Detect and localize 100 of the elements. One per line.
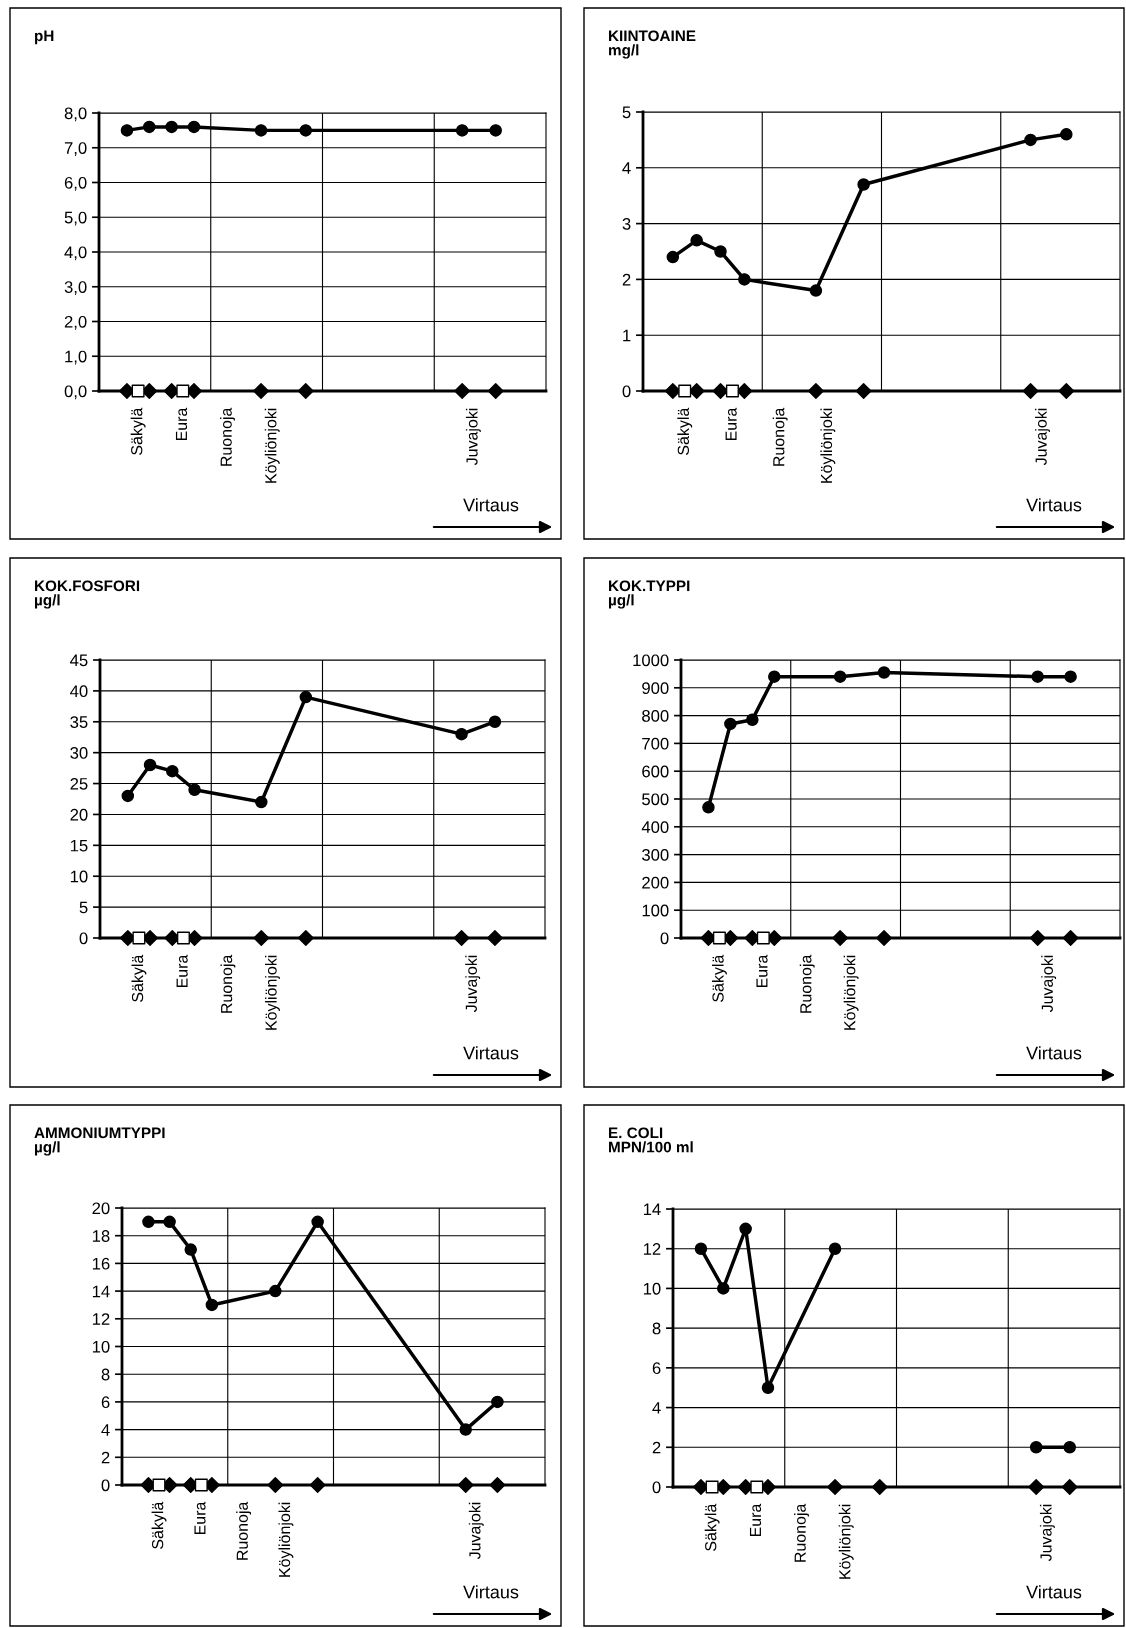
y-tick-label: 40 — [70, 685, 88, 698]
text: Virtaus — [1026, 1585, 1082, 1599]
point — [761, 1381, 775, 1394]
y-tick-label: 2 — [101, 1451, 110, 1464]
y-tick-label: 10 — [92, 1340, 110, 1353]
x-tick-label: Köyliönjoki — [820, 408, 836, 483]
point — [705, 1480, 719, 1494]
text: Virtaus — [1026, 1046, 1082, 1060]
text: Virtaus — [463, 498, 519, 512]
x-tick-label: Säkylä — [131, 954, 147, 1002]
y-tick-label: 3,0 — [64, 281, 87, 295]
point — [121, 789, 135, 803]
x-tick-label: Ruonoja — [794, 1503, 809, 1562]
point — [827, 1479, 844, 1495]
x-tick-label: Juvajoki — [465, 955, 481, 1013]
point — [297, 930, 314, 946]
x-tick-label: Säkylä — [711, 954, 727, 1002]
point — [453, 930, 470, 946]
chart-title: pH — [35, 30, 54, 45]
point — [664, 383, 681, 399]
y-tick-label: 0 — [652, 1481, 661, 1494]
point — [876, 930, 893, 946]
point — [877, 666, 891, 679]
y-tick-label: 18 — [92, 1230, 110, 1242]
x-tick-label: Säkylä — [151, 1501, 167, 1549]
point — [694, 1242, 708, 1255]
point — [269, 1284, 282, 1298]
point — [311, 1215, 324, 1229]
x-tick-label: Eura — [176, 954, 188, 988]
point — [132, 931, 146, 945]
point — [486, 930, 503, 946]
point — [253, 383, 270, 399]
y-tick-label: 14 — [643, 1203, 661, 1216]
y-tick-label: 8 — [101, 1368, 110, 1381]
point — [739, 1222, 752, 1236]
point — [267, 1477, 284, 1493]
x-tick-label: Ruonoja — [772, 407, 788, 466]
y-tick-label: 0 — [622, 385, 631, 398]
point — [1058, 383, 1075, 399]
x-tick-label: Eura — [725, 407, 737, 441]
point — [712, 931, 726, 945]
point — [738, 273, 751, 286]
x-tick-label: Juvajoki — [465, 408, 481, 466]
point — [832, 930, 849, 946]
point — [143, 120, 156, 134]
point — [1062, 930, 1079, 946]
point — [309, 1477, 326, 1493]
point — [1063, 1441, 1076, 1454]
y-tick-label: 400 — [641, 821, 669, 833]
point — [176, 931, 190, 945]
y-tick-label: 10 — [70, 870, 88, 883]
y-tick-label: 20 — [70, 808, 88, 821]
y-tick-label: 100 — [642, 904, 669, 917]
x-tick-label: Säkylä — [704, 1503, 720, 1551]
y-tick-label: 12 — [92, 1313, 110, 1325]
point — [188, 783, 201, 796]
point — [666, 250, 680, 264]
y-tick-label: 300 — [642, 849, 669, 861]
point — [488, 715, 502, 729]
point — [871, 1479, 888, 1495]
point — [714, 245, 727, 258]
point — [255, 795, 268, 809]
y-tick-label: 6 — [652, 1362, 661, 1375]
y-tick-label: 4,0 — [64, 246, 87, 261]
point — [489, 1477, 506, 1493]
point — [1024, 133, 1037, 147]
point — [1064, 670, 1077, 683]
x-tick-label: Säkylä — [677, 407, 693, 455]
x-tick-label: Köyliönjoki — [264, 955, 280, 1030]
point — [166, 764, 179, 778]
point — [809, 284, 823, 297]
x-tick-label: Köyliönjoki — [838, 1504, 854, 1579]
point — [489, 124, 502, 137]
point — [690, 234, 703, 247]
x-tick-label: Juvajoki — [1041, 955, 1057, 1013]
y-tick-label: 30 — [70, 747, 88, 759]
text: Virtaus — [463, 1046, 519, 1060]
point — [1031, 670, 1044, 683]
y-tick-label: 14 — [92, 1285, 110, 1298]
x-tick-label: Säkylä — [130, 407, 146, 455]
y-tick-label: 35 — [70, 716, 88, 728]
point — [454, 383, 471, 399]
x-tick-label: Köyliönjoki — [278, 1502, 294, 1577]
point — [736, 383, 753, 399]
point — [142, 1215, 155, 1229]
point — [163, 1215, 176, 1229]
y-tick-label: 1000 — [633, 654, 669, 667]
y-tick-label: 0,0 — [64, 385, 87, 400]
y-tick-label: 1 — [623, 329, 631, 342]
x-tick-label: Eura — [175, 407, 188, 441]
x-tick-label: Köyliönjoki — [264, 408, 280, 483]
point — [120, 124, 134, 137]
x-tick-label: Ruonoja — [220, 407, 235, 466]
point — [702, 801, 715, 814]
point — [1060, 128, 1073, 141]
y-tick-label: 3 — [622, 218, 631, 230]
point — [833, 670, 847, 683]
point — [459, 1423, 472, 1436]
x-tick-label: Köyliönjoki — [843, 955, 859, 1030]
y-tick-label: 1,0 — [65, 350, 87, 365]
